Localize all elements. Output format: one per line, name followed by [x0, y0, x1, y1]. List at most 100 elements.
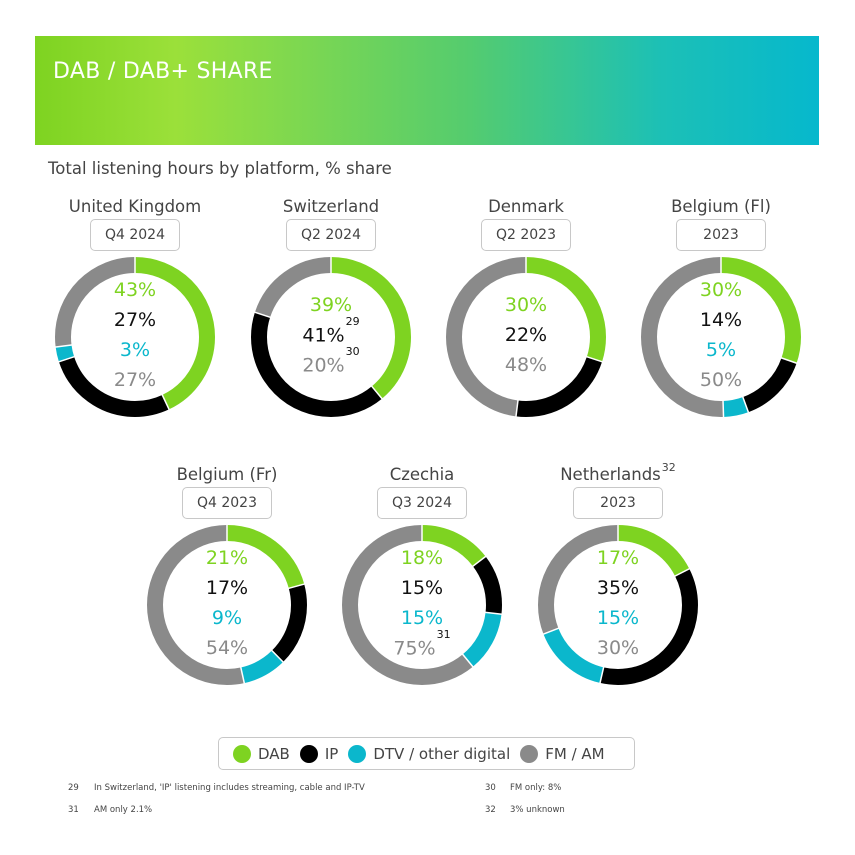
segment-divider — [370, 385, 384, 400]
segment-divider — [484, 611, 502, 615]
segment-divider — [287, 583, 306, 590]
country-label: Netherlands32 — [528, 461, 708, 484]
segment-divider — [542, 627, 560, 636]
country-label: Czechia — [332, 465, 512, 484]
legend-swatch-fm — [520, 744, 539, 763]
donut-netherlands: Netherlands32 2023 17% 35% 15% 30% — [528, 461, 708, 695]
segment-divider — [270, 649, 285, 664]
pct-value: 9% — [211, 607, 243, 629]
legend: DAB IP DTV / other digital FM / AM — [218, 737, 635, 770]
pct-value: 43% — [113, 279, 157, 301]
donut-united-kingdom: United Kingdom Q4 2024 43% 27% 3% 27% — [45, 197, 225, 427]
pct-label-dab: 30% — [631, 279, 811, 301]
segment-divider — [722, 399, 725, 417]
country-name: Switzerland — [282, 197, 380, 216]
segment-divider — [780, 356, 798, 365]
pct-label-dtv: 15% — [332, 607, 512, 629]
segment-divider — [461, 653, 475, 668]
donut-belgium-fl: Belgium (Fl) 2023 30% 14% 5% 50% — [631, 197, 811, 427]
pct-value: 3% — [119, 339, 151, 361]
donut-ring — [251, 257, 411, 417]
segment-divider — [673, 567, 691, 578]
pct-label-dab: 30% — [436, 294, 616, 316]
country-name: Belgium (Fr) — [176, 465, 278, 484]
donut-ring — [147, 525, 307, 685]
legend-label-dtv: DTV / other digital — [373, 744, 511, 763]
donut-ring — [538, 525, 698, 685]
legend-swatch-ip — [299, 744, 318, 763]
legend-item-dab: DAB — [233, 744, 290, 763]
pct-value: 39% — [309, 294, 353, 316]
pct-label-ip: 17% — [137, 577, 317, 599]
footnote-32-text: 3% unknown — [510, 805, 565, 815]
segment-divider — [239, 666, 246, 685]
country-label: United Kingdom — [45, 197, 225, 216]
legend-swatch-dab — [233, 744, 251, 763]
segment-divider — [515, 399, 519, 417]
pct-value: 50% — [699, 369, 743, 391]
donut-switzerland: Switzerland Q2 2024 39% 41%29 20%30 — [241, 197, 421, 427]
pct-value: 15% — [596, 607, 640, 629]
pct-footnote-ref: 30 — [345, 345, 360, 358]
segment-ip — [147, 525, 307, 685]
legend-label-dab: DAB — [258, 744, 290, 763]
pct-label-ip: 27% — [45, 309, 225, 331]
segment-ip — [538, 525, 698, 685]
pct-value: 17% — [205, 577, 249, 599]
footnote-32-number: 32 — [485, 805, 496, 815]
pct-value: 17% — [596, 547, 640, 569]
pct-footnote-ref: 29 — [345, 315, 360, 328]
legend-item-dtv: DTV / other digital — [348, 744, 511, 763]
pct-label-dab: 39% — [241, 294, 421, 316]
pct-value: 30% — [596, 637, 640, 659]
country-footnote-ref: 32 — [661, 461, 676, 474]
legend-swatch-dtv — [348, 744, 367, 763]
period-badge: Q3 2024 — [377, 487, 467, 519]
pct-label-fm: 27% — [45, 369, 225, 391]
country-label: Belgium (Fr) — [137, 465, 317, 484]
pct-label-dab: 43% — [45, 279, 225, 301]
pct-label-dtv: 9% — [137, 607, 317, 629]
segment-divider — [55, 344, 73, 348]
segment-divider — [741, 395, 750, 414]
pct-label-fm: 48% — [436, 354, 616, 376]
legend-label-ip: IP — [324, 744, 339, 763]
page-title: DAB / DAB+ SHARE — [53, 59, 273, 84]
segment-ip — [251, 257, 411, 417]
country-label: Belgium (Fl) — [631, 197, 811, 216]
pct-value: 30% — [504, 294, 548, 316]
segment-divider — [585, 355, 604, 363]
pct-value: 15% — [400, 577, 444, 599]
footnote-30-text: FM only: 8% — [510, 783, 562, 793]
donut-belgium-fr: Belgium (Fr) Q4 2023 21% 17% 9% 54% — [137, 465, 317, 695]
footnote-31-number: 31 — [68, 805, 79, 815]
pct-label-fm: 54% — [137, 637, 317, 659]
pct-value: 27% — [113, 309, 157, 331]
segment-ip — [342, 525, 502, 685]
period-badge: 2023 — [676, 219, 766, 251]
period-badge: Q2 2024 — [286, 219, 376, 251]
segment-ip — [446, 257, 606, 417]
pct-value: 27% — [113, 369, 157, 391]
pct-label-dtv: 3% — [45, 339, 225, 361]
donut-denmark: Denmark Q2 2023 30% 22% 48% — [436, 197, 616, 427]
pct-label-dtv: 5% — [631, 339, 811, 361]
pct-value: 35% — [596, 577, 640, 599]
pct-value: 21% — [205, 547, 249, 569]
pct-label-ip: 22% — [436, 324, 616, 346]
pct-value: 41% — [302, 324, 345, 347]
pct-label-dtv: 15% — [528, 607, 708, 629]
segment-divider — [57, 355, 76, 363]
segment-divider — [599, 666, 605, 685]
header-banner: DAB / DAB+ SHARE — [35, 36, 819, 145]
pct-footnote-ref: 31 — [436, 628, 451, 641]
pct-label-fm: 20%30 — [241, 345, 421, 376]
pct-label-fm: 75%31 — [332, 628, 512, 660]
period-badge: Q4 2023 — [182, 487, 272, 519]
segment-ip — [55, 257, 215, 417]
pct-value: 18% — [400, 547, 444, 569]
pct-value: 30% — [699, 279, 743, 301]
pct-label-dab: 18% — [332, 547, 512, 569]
pct-label-ip: 41%29 — [241, 315, 421, 347]
pct-value: 75% — [393, 637, 436, 660]
